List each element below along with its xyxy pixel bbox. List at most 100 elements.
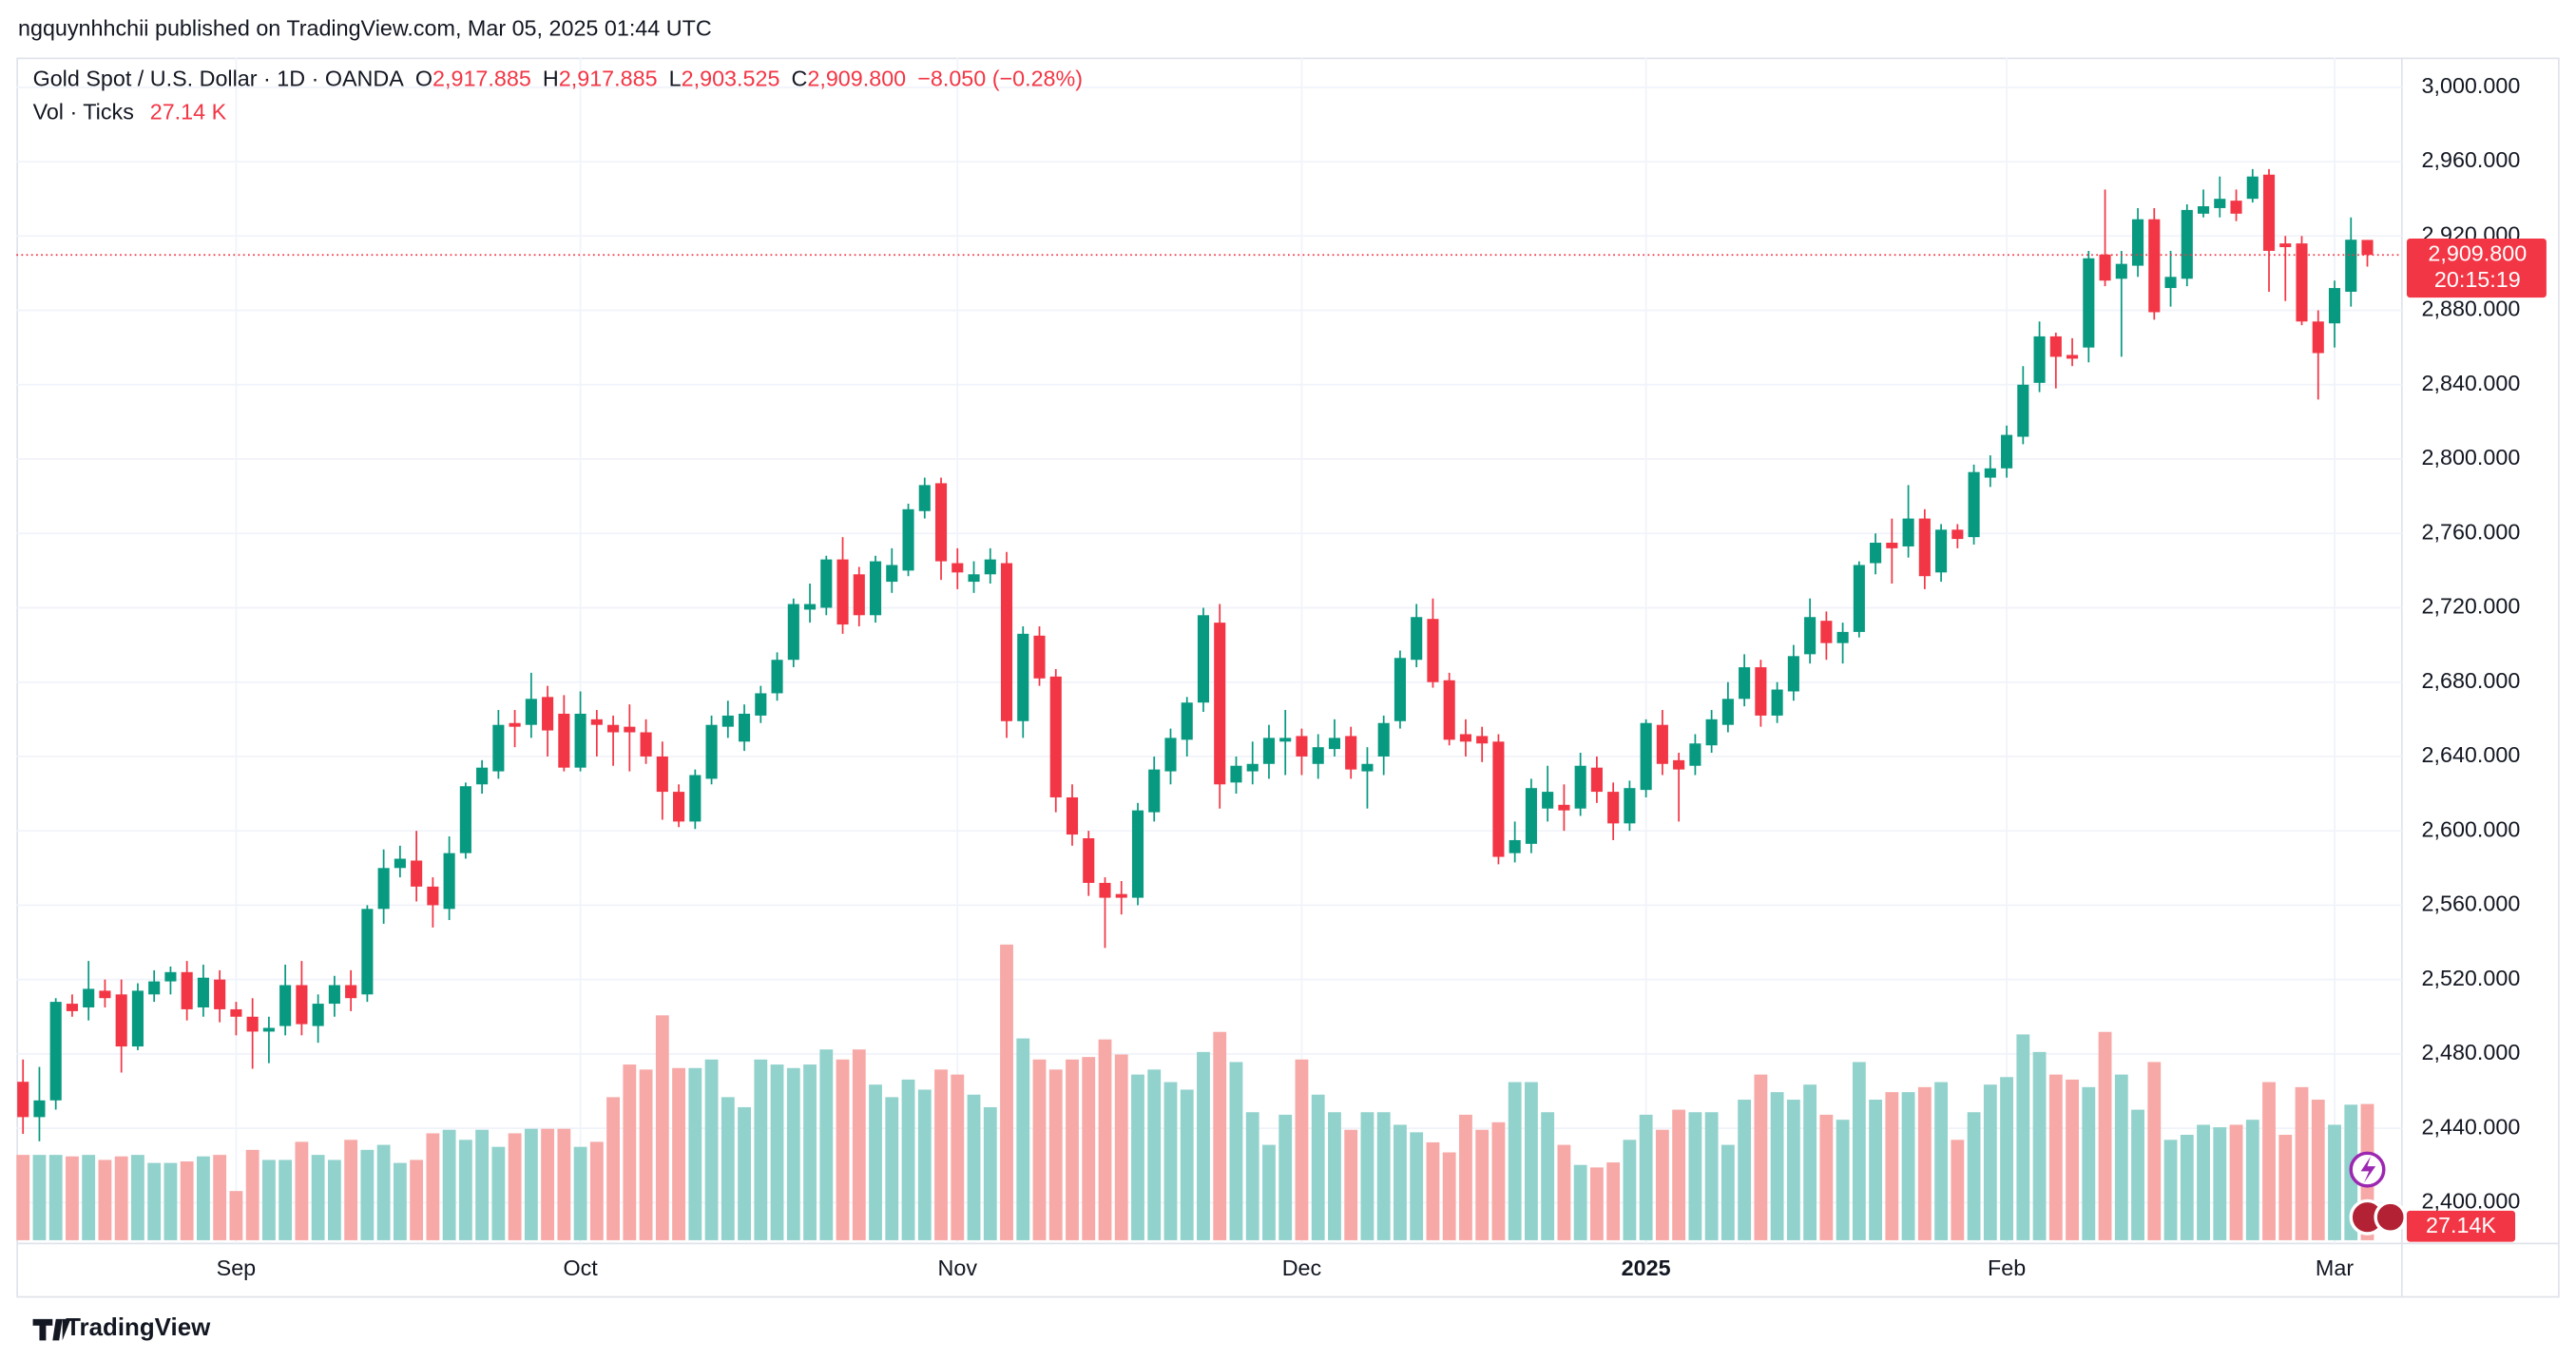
candle-body [755, 693, 767, 716]
volume-bar [770, 1064, 784, 1240]
volume-bar [196, 1156, 210, 1240]
candle-body [492, 724, 505, 772]
candle-body [1164, 738, 1177, 772]
economic-event-icon[interactable] [2374, 1200, 2407, 1235]
volume-bar [1213, 1031, 1227, 1240]
volume-bar [1114, 1054, 1128, 1240]
volume-bar [885, 1097, 899, 1240]
candle-body [590, 719, 603, 725]
volume-bar [2295, 1086, 2309, 1240]
volume-bar [639, 1069, 653, 1240]
candle-body [624, 726, 636, 733]
volume-bar [934, 1069, 948, 1240]
volume-bar [2180, 1135, 2194, 1240]
candle-body [148, 981, 161, 995]
volume-bar [1426, 1141, 1440, 1240]
candle-body [1574, 765, 1586, 809]
volume-bar [2147, 1062, 2162, 1240]
x-tick-label: Oct [563, 1256, 598, 1280]
candle-body [99, 990, 111, 999]
candle-body [558, 713, 570, 768]
volume-bar [410, 1160, 424, 1240]
candle-body [705, 724, 718, 779]
y-tick-label: 3,000.000 [2422, 73, 2521, 98]
candle-body [131, 990, 144, 1047]
candle-body [2230, 201, 2242, 214]
volume-bar [393, 1162, 407, 1240]
volume-bar [803, 1064, 817, 1240]
pane-border [16, 57, 2560, 1298]
volume-bar [917, 1089, 932, 1240]
volume-bar [1491, 1121, 1506, 1240]
candle-body [1886, 543, 1898, 548]
volume-bar [2016, 1034, 2030, 1240]
volume-bar [360, 1149, 375, 1240]
volume-bar [623, 1064, 637, 1240]
candle-body [836, 559, 849, 625]
candle-body [1673, 759, 1685, 770]
candle-body [1262, 738, 1276, 764]
candle-body [1427, 619, 1439, 682]
volume-bar [16, 1155, 30, 1240]
candle-body [2246, 176, 2259, 200]
volume-bar [1048, 1069, 1063, 1240]
brand-name: TradingView [66, 1314, 211, 1341]
legend-key: H [543, 67, 559, 91]
volume-bar [1869, 1100, 1883, 1240]
x-tick-label: 2025 [1622, 1256, 1671, 1280]
candle-body [1640, 722, 1652, 791]
candle-body [2361, 240, 2374, 256]
candle-body [689, 775, 702, 822]
candle-body [2197, 206, 2210, 214]
candle-body [1328, 738, 1340, 750]
candle-body [787, 604, 799, 661]
volume-bar [2048, 1074, 2063, 1240]
volume-bar [819, 1049, 834, 1240]
volume-bar [541, 1128, 555, 1240]
candle-body [1394, 658, 1406, 721]
volume-bar [344, 1140, 358, 1240]
last-volume-box [2406, 1210, 2516, 1242]
candle-body [411, 860, 423, 887]
volume-bar [1836, 1120, 1850, 1240]
candle-body [197, 977, 209, 1007]
last-volume-label: 27.14K [2426, 1213, 2496, 1237]
candle-body [1099, 882, 1111, 898]
volume-bar [261, 1160, 276, 1240]
volume-bar [1967, 1112, 1981, 1240]
volume-bar [754, 1059, 768, 1240]
volume-bar [1000, 944, 1013, 1240]
volume-bar [1197, 1051, 1210, 1240]
legend-key: O [415, 67, 433, 91]
published-note: ngquynhhchii published on TradingView.co… [18, 15, 712, 40]
axes: 2,400.000 2,440.000 2,480.000 2,520.000 2,56… [217, 73, 2547, 1280]
candle-body [918, 485, 931, 511]
volume-bar [573, 1146, 587, 1240]
candle-body [2214, 199, 2226, 208]
volume-bar [2032, 1051, 2047, 1240]
volume-bar [1328, 1112, 1341, 1240]
candle-body [17, 1082, 29, 1118]
volume-bar [1147, 1069, 1162, 1240]
volume-bar [245, 1149, 260, 1240]
volume-bar [1475, 1129, 1490, 1240]
volume-bar [2000, 1077, 2013, 1240]
y-tick-label: 2,840.000 [2422, 371, 2521, 395]
y-tick-label: 2,720.000 [2422, 594, 2521, 619]
volume-bar [1245, 1112, 1259, 1240]
x-tick-label: Mar [2316, 1256, 2354, 1280]
candle-body [1721, 699, 1734, 725]
event-icon-glyph [2360, 1156, 2376, 1183]
volume-bar [983, 1106, 997, 1240]
candle-body [2017, 384, 2029, 437]
candle-body [181, 971, 193, 1009]
volume-layer [16, 944, 2374, 1240]
candle-body [377, 868, 390, 910]
candle-body [1181, 702, 1193, 740]
candle-body [739, 713, 751, 742]
candle-body [1033, 635, 1046, 679]
volume-bar [1410, 1132, 1424, 1240]
volume-bar [1180, 1089, 1194, 1240]
volume-bar [48, 1155, 63, 1240]
